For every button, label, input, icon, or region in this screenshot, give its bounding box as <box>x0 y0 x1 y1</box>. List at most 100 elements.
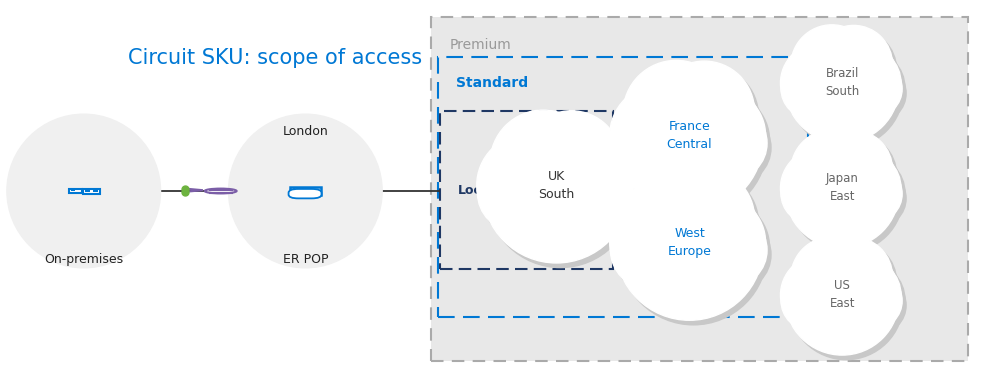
Ellipse shape <box>620 177 767 325</box>
Text: US
East: US East <box>829 278 855 310</box>
Ellipse shape <box>478 154 555 231</box>
Ellipse shape <box>830 262 905 337</box>
Ellipse shape <box>789 138 903 253</box>
Ellipse shape <box>670 195 765 291</box>
Text: Japan
East: Japan East <box>825 172 859 203</box>
Ellipse shape <box>614 89 717 192</box>
FancyBboxPatch shape <box>86 190 90 191</box>
Ellipse shape <box>830 155 905 230</box>
Ellipse shape <box>780 255 861 335</box>
Ellipse shape <box>781 164 840 223</box>
FancyBboxPatch shape <box>83 188 100 194</box>
Ellipse shape <box>697 218 771 291</box>
Ellipse shape <box>789 33 903 148</box>
Ellipse shape <box>781 59 840 118</box>
Ellipse shape <box>693 213 767 287</box>
Text: London: London <box>283 125 328 138</box>
Ellipse shape <box>610 84 713 188</box>
Ellipse shape <box>615 216 691 293</box>
Ellipse shape <box>849 170 906 227</box>
Ellipse shape <box>525 115 625 216</box>
Ellipse shape <box>564 160 638 234</box>
Ellipse shape <box>611 105 688 181</box>
Text: On-premises: On-premises <box>44 253 123 266</box>
FancyBboxPatch shape <box>86 191 90 192</box>
Ellipse shape <box>815 237 892 315</box>
Ellipse shape <box>697 111 771 185</box>
Ellipse shape <box>615 109 691 186</box>
Ellipse shape <box>560 156 634 230</box>
Ellipse shape <box>674 199 769 295</box>
Ellipse shape <box>483 115 630 263</box>
Text: Standard: Standard <box>456 76 528 91</box>
Ellipse shape <box>229 114 382 268</box>
Text: Premium: Premium <box>449 38 511 52</box>
Ellipse shape <box>845 272 902 329</box>
Text: West
Europe: West Europe <box>668 227 711 258</box>
Ellipse shape <box>624 60 729 167</box>
Ellipse shape <box>784 260 865 340</box>
Ellipse shape <box>830 50 905 125</box>
Ellipse shape <box>611 212 688 288</box>
Ellipse shape <box>784 153 865 233</box>
Ellipse shape <box>795 241 877 324</box>
Ellipse shape <box>795 134 877 217</box>
Ellipse shape <box>670 88 765 184</box>
Ellipse shape <box>658 66 758 166</box>
Text: ER POP: ER POP <box>283 253 328 266</box>
Ellipse shape <box>521 111 622 211</box>
Ellipse shape <box>785 241 899 355</box>
Ellipse shape <box>791 25 873 107</box>
Ellipse shape <box>481 138 584 242</box>
Ellipse shape <box>785 169 844 228</box>
Ellipse shape <box>616 173 763 320</box>
Ellipse shape <box>826 151 901 225</box>
Ellipse shape <box>477 134 580 237</box>
Ellipse shape <box>491 110 597 217</box>
Ellipse shape <box>819 30 896 108</box>
Ellipse shape <box>658 173 758 273</box>
Ellipse shape <box>791 130 873 212</box>
Ellipse shape <box>785 64 844 123</box>
Ellipse shape <box>791 237 873 319</box>
Ellipse shape <box>780 148 861 228</box>
FancyBboxPatch shape <box>431 17 968 361</box>
Ellipse shape <box>674 92 769 188</box>
Ellipse shape <box>845 60 902 117</box>
Ellipse shape <box>849 65 906 122</box>
Ellipse shape <box>785 134 899 248</box>
Ellipse shape <box>616 66 763 213</box>
Ellipse shape <box>494 115 601 221</box>
Ellipse shape <box>826 46 901 120</box>
Ellipse shape <box>693 106 767 180</box>
Ellipse shape <box>845 165 902 222</box>
FancyBboxPatch shape <box>94 190 98 191</box>
Ellipse shape <box>654 168 755 269</box>
Ellipse shape <box>624 167 729 274</box>
Ellipse shape <box>205 189 236 193</box>
Text: UK
South: UK South <box>539 170 574 201</box>
Ellipse shape <box>826 258 901 332</box>
Ellipse shape <box>795 29 877 112</box>
Ellipse shape <box>819 242 896 320</box>
Ellipse shape <box>819 135 896 213</box>
Ellipse shape <box>849 277 906 334</box>
Text: Brazil
South: Brazil South <box>825 66 859 98</box>
Text: Circuit SKU: scope of access: Circuit SKU: scope of access <box>128 48 423 68</box>
FancyBboxPatch shape <box>290 188 321 194</box>
Ellipse shape <box>541 142 636 238</box>
Ellipse shape <box>620 70 767 218</box>
FancyBboxPatch shape <box>289 189 321 198</box>
FancyBboxPatch shape <box>71 191 75 193</box>
Ellipse shape <box>537 138 632 233</box>
Ellipse shape <box>654 61 755 162</box>
Ellipse shape <box>815 25 892 103</box>
Ellipse shape <box>815 130 892 208</box>
Ellipse shape <box>780 43 861 123</box>
Ellipse shape <box>627 172 733 278</box>
Ellipse shape <box>785 276 844 335</box>
Ellipse shape <box>610 191 713 295</box>
FancyBboxPatch shape <box>94 191 98 192</box>
Ellipse shape <box>789 245 903 360</box>
Text: Local: Local <box>458 183 494 197</box>
